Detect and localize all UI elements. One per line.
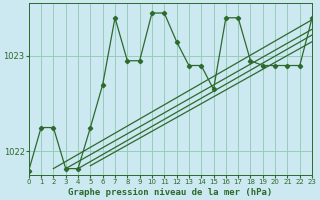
X-axis label: Graphe pression niveau de la mer (hPa): Graphe pression niveau de la mer (hPa) <box>68 188 273 197</box>
